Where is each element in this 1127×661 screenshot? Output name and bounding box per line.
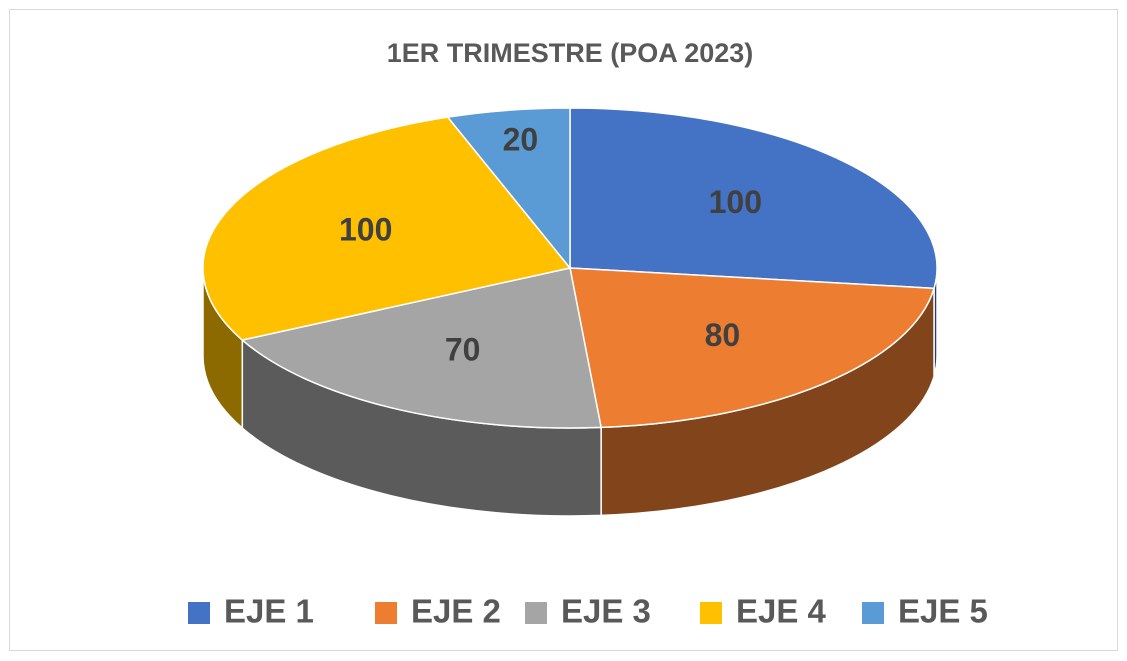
pie-slice xyxy=(202,116,572,341)
legend-label: EJE 4 xyxy=(736,593,827,630)
legend-swatch xyxy=(700,602,722,624)
data-label: 80 xyxy=(705,317,741,353)
legend-label: EJE 1 xyxy=(224,593,314,630)
legend-label: EJE 3 xyxy=(561,593,651,630)
data-label: 100 xyxy=(339,212,392,248)
pie-slice xyxy=(240,267,603,429)
legend-label: EJE 5 xyxy=(898,593,988,630)
legend-label: EJE 2 xyxy=(411,593,501,630)
legend-swatch xyxy=(375,602,397,624)
data-label: 20 xyxy=(503,121,539,157)
legend-swatch xyxy=(188,602,210,624)
legend-swatch xyxy=(862,602,884,624)
pie-slice xyxy=(569,267,936,429)
chart-title: 1ER TRIMESTRE (POA 2023) xyxy=(387,38,754,68)
pie-slice xyxy=(569,107,938,290)
data-label: 100 xyxy=(709,184,762,220)
legend-swatch xyxy=(525,602,547,624)
data-label: 70 xyxy=(445,331,481,367)
pie-slice xyxy=(446,107,571,271)
